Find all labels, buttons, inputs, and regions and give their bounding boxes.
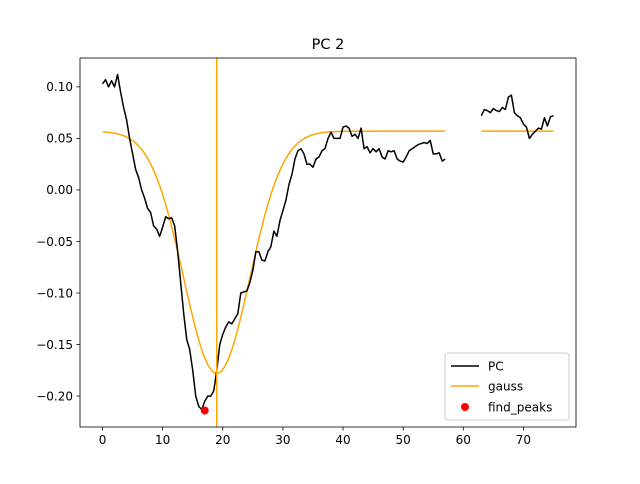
- x-tick-label: 20: [215, 433, 230, 447]
- axes-frame: [79, 57, 577, 428]
- x-tick-label: 60: [456, 433, 471, 447]
- y-tick-label: −0.05: [36, 235, 73, 249]
- y-tick-label: −0.10: [36, 286, 73, 300]
- x-tick-label: 50: [396, 433, 411, 447]
- x-tick-label: 0: [99, 433, 107, 447]
- legend-label: PC: [488, 359, 504, 373]
- y-tick-label: 0.10: [46, 80, 73, 94]
- chart-title: PC 2: [312, 37, 345, 53]
- legend-label: gauss: [488, 379, 523, 393]
- x-tick-label: 10: [155, 433, 170, 447]
- peak-point: [200, 406, 209, 415]
- plot-area: [101, 58, 554, 427]
- y-tick-label: 0.05: [46, 132, 73, 146]
- pc-line-segment-1: [101, 73, 446, 411]
- y-tick-label: −0.15: [36, 338, 73, 352]
- legend-label: find_peaks: [488, 400, 552, 414]
- pc-line-segment-2: [480, 94, 554, 140]
- y-tick-label: −0.20: [36, 389, 73, 403]
- x-tick-label: 40: [335, 433, 350, 447]
- legend-box: [444, 352, 570, 421]
- gauss-line-segment-1: [102, 130, 446, 375]
- y-tick-label: 0.00: [46, 183, 73, 197]
- legend-peak-swatch: [461, 403, 469, 411]
- axes: 0 10 20 30 40 50 60 70 −0.20 −0.15 −0.10 −0.05 0.00 0…: [36, 57, 577, 447]
- x-tick-label: 30: [275, 433, 290, 447]
- x-tick-label: 70: [516, 433, 531, 447]
- legend: PC gauss find_peaks: [444, 352, 570, 421]
- plot-content: [101, 58, 554, 427]
